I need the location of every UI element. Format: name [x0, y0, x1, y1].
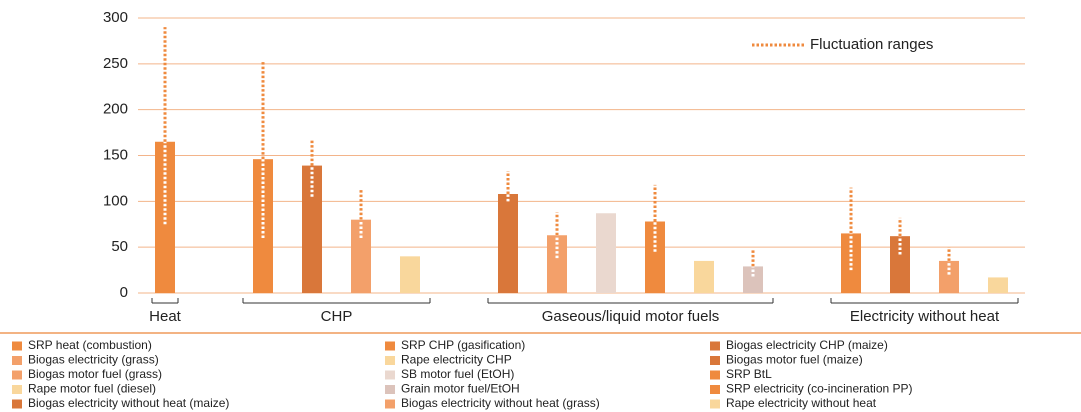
- legend-label: SRP CHP (gasification): [401, 338, 525, 352]
- legend-swatch: [385, 399, 395, 409]
- group-bracket: [830, 298, 1019, 304]
- legend-label: Biogas motor fuel (grass): [28, 367, 162, 381]
- legend-label: Biogas motor fuel (maize): [726, 353, 863, 367]
- bar: [890, 236, 910, 293]
- y-tick-label: 200: [103, 101, 128, 118]
- group-label: Heat: [149, 308, 182, 325]
- y-tick-label: 0: [120, 284, 128, 301]
- bar: [253, 159, 273, 293]
- y-tick-label: 250: [103, 55, 128, 72]
- group-label: Gaseous/liquid motor fuels: [542, 308, 720, 325]
- legend-swatch: [710, 370, 720, 380]
- legend-label: Rape motor fuel (diesel): [28, 382, 156, 396]
- legend-swatch: [12, 341, 22, 351]
- legend-swatch: [385, 341, 395, 351]
- legend-swatch: [12, 399, 22, 409]
- group-bracket: [242, 298, 431, 304]
- legend-swatch: [710, 385, 720, 394]
- bar: [400, 256, 420, 293]
- legend-swatch: [12, 356, 22, 365]
- bar: [645, 221, 665, 293]
- bar: [743, 266, 763, 293]
- legend-label: Biogas electricity (grass): [28, 353, 159, 367]
- legend-swatch: [385, 385, 395, 394]
- legend-label: Rape electricity CHP: [401, 353, 512, 367]
- legend-label: SRP electricity (co-incineration PP): [726, 382, 913, 396]
- range-legend-label: Fluctuation ranges: [810, 36, 933, 53]
- legend-label: SRP BtL: [726, 367, 772, 381]
- y-tick-label: 300: [103, 9, 128, 26]
- legend-swatch: [710, 356, 720, 365]
- bar: [694, 260, 714, 293]
- legend-swatch: [710, 399, 720, 409]
- y-tick-label: 150: [103, 146, 128, 163]
- legend-label: Rape electricity without heat: [726, 396, 877, 410]
- legend-swatch: [385, 370, 395, 380]
- bar: [547, 235, 567, 293]
- y-tick-label: 100: [103, 192, 128, 209]
- group-bracket: [487, 298, 774, 304]
- bar: [351, 219, 371, 293]
- y-tick-label: 50: [111, 238, 128, 255]
- group-label: CHP: [321, 308, 353, 325]
- bar: [498, 194, 518, 293]
- legend-swatch: [12, 385, 22, 394]
- bar: [939, 260, 959, 293]
- legend-label: SRP heat (combustion): [28, 338, 152, 352]
- group-bracket: [151, 298, 179, 304]
- legend-swatch: [385, 356, 395, 365]
- bar: [596, 213, 616, 293]
- legend-swatch: [710, 341, 720, 351]
- legend-label: Biogas electricity without heat (maize): [28, 396, 229, 410]
- legend-label: SB motor fuel (EtOH): [401, 367, 514, 381]
- bar: [302, 165, 322, 293]
- legend-label: Biogas electricity without heat (grass): [401, 396, 600, 410]
- bar: [988, 277, 1008, 293]
- group-label: Electricity without heat: [850, 308, 1000, 325]
- legend-label: Biogas electricity CHP (maize): [726, 338, 888, 352]
- legend-label: Grain motor fuel/EtOH: [401, 382, 520, 396]
- legend-swatch: [12, 370, 22, 380]
